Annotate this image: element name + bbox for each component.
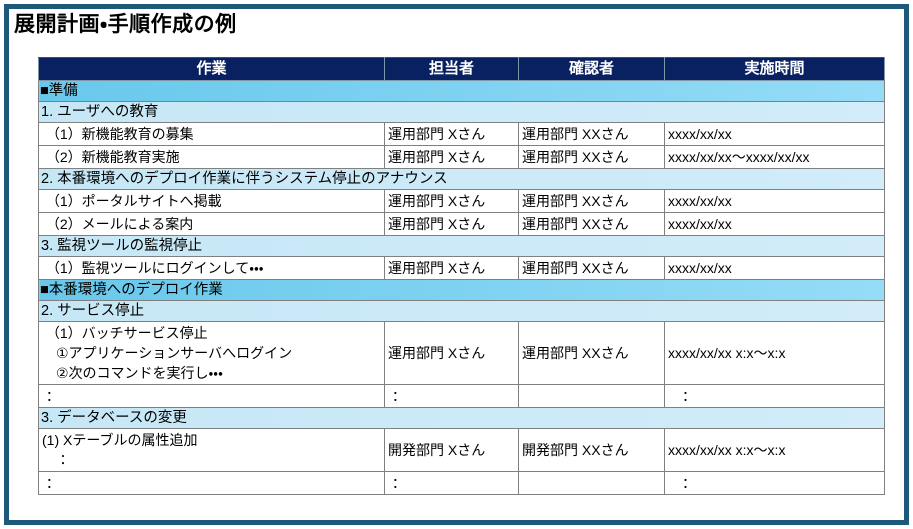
owner-cell: 運用部門 Xさん: [384, 122, 519, 146]
section-row: 1. ユーザへの教育: [38, 101, 885, 123]
time-cell: xxxx/xx/xx: [664, 256, 885, 280]
section-title-cell: ■本番環境へのデプロイ作業: [38, 279, 885, 301]
checker-cell: 運用部門 XXさん: [518, 122, 665, 146]
time-cell: xxxx/xx/xx～xxxx/xx/xx: [664, 145, 885, 169]
task-row: (1) Xテーブルの属性追加 ：開発部門 Xさん 開発部門 XXさん xxxx/xx…: [38, 428, 885, 472]
task-row: （1）バッチサービス停止 ①アプリケーションサーバへログイン ②次のコマンドを実…: [38, 321, 885, 385]
owner-cell: 運用部門 Xさん: [384, 321, 519, 385]
table-body: ■準備 1. ユーザへの教育 （1）新機能教育の募集 運用部門 Xさん 運用部門 XX…: [38, 80, 885, 495]
page-title: 展開計画・手順作成の例: [14, 13, 237, 36]
col-header-work: 作業: [38, 57, 385, 81]
section-row: 2. サービス停止: [38, 300, 885, 322]
checker-cell: 開発部門 XXさん: [518, 428, 665, 472]
section-title-cell: ■準備: [38, 80, 885, 102]
section-row: 3. 監視ツールの監視停止: [38, 235, 885, 257]
section-row: 3. データベースの変更: [38, 407, 885, 429]
work-cell: ：: [38, 384, 385, 408]
time-cell: xxxx/xx/xx: [664, 122, 885, 146]
checker-cell: 運用部門 XXさん: [518, 189, 665, 213]
owner-cell: 運用部門 Xさん: [384, 256, 519, 280]
time-cell: ：: [664, 384, 885, 408]
work-cell: （2）新機能教育実施: [38, 145, 385, 169]
checker-cell: [518, 471, 665, 495]
task-row: ： ： ：: [38, 471, 885, 495]
owner-cell: 運用部門 Xさん: [384, 212, 519, 236]
task-row: （1）監視ツールにログインして・・・ 運用部門 Xさん 運用部門 XXさん xxxx/…: [38, 256, 885, 280]
owner-cell: 運用部門 Xさん: [384, 189, 519, 213]
work-cell: （1）監視ツールにログインして・・・: [38, 256, 385, 280]
section-row: ■本番環境へのデプロイ作業: [38, 279, 885, 301]
task-row: （2）新機能教育実施 運用部門 Xさん 運用部門 XXさん xxxx/xx/xx～xx…: [38, 145, 885, 169]
time-cell: xxxx/xx/xx x:x～x:x: [664, 428, 885, 472]
owner-cell: ：: [384, 384, 519, 408]
owner-cell: 開発部門 Xさん: [384, 428, 519, 472]
section-title-cell: 3. データベースの変更: [38, 407, 885, 429]
checker-cell: 運用部門 XXさん: [518, 145, 665, 169]
owner-cell: 運用部門 Xさん: [384, 145, 519, 169]
time-cell: ：: [664, 471, 885, 495]
col-header-checker: 確認者: [518, 57, 665, 81]
work-cell: （1）バッチサービス停止 ①アプリケーションサーバへログイン ②次のコマンドを実…: [38, 321, 385, 385]
time-cell: xxxx/xx/xx: [664, 212, 885, 236]
checker-cell: 運用部門 XXさん: [518, 212, 665, 236]
work-cell: （2）メールによる案内: [38, 212, 385, 236]
task-row: （1）ポータルサイトへ掲載 運用部門 Xさん 運用部門 XXさん xxxx/xx/xx: [38, 189, 885, 213]
section-title-cell: 1. ユーザへの教育: [38, 101, 885, 123]
section-row: ■準備: [38, 80, 885, 102]
work-cell: （1）ポータルサイトへ掲載: [38, 189, 385, 213]
deployment-plan-table: 作業 担当者 確認者 実施時間 ■準備 1. ユーザへの教育 （1）新機能教育の募集 運用…: [38, 57, 885, 495]
task-row: （1）新機能教育の募集 運用部門 Xさん 運用部門 XXさん xxxx/xx/xx: [38, 122, 885, 146]
checker-cell: 運用部門 XXさん: [518, 256, 665, 280]
task-row: ： ： ：: [38, 384, 885, 408]
owner-cell: ：: [384, 471, 519, 495]
section-title-cell: 3. 監視ツールの監視停止: [38, 235, 885, 257]
table-header-row: 作業 担当者 確認者 実施時間: [38, 57, 885, 81]
col-header-owner: 担当者: [384, 57, 519, 81]
work-cell: (1) Xテーブルの属性追加 ：: [38, 428, 385, 472]
time-cell: xxxx/xx/xx x:x～x:x: [664, 321, 885, 385]
col-header-time: 実施時間: [664, 57, 885, 81]
section-title-cell: 2. サービス停止: [38, 300, 885, 322]
checker-cell: 運用部門 XXさん: [518, 321, 665, 385]
section-title-cell: 2. 本番環境へのデプロイ作業に伴うシステム停止のアナウンス: [38, 168, 885, 190]
work-cell: （1）新機能教育の募集: [38, 122, 385, 146]
work-cell: ：: [38, 471, 385, 495]
checker-cell: [518, 384, 665, 408]
task-row: （2）メールによる案内 運用部門 Xさん 運用部門 XXさん xxxx/xx/xx: [38, 212, 885, 236]
section-row: 2. 本番環境へのデプロイ作業に伴うシステム停止のアナウンス: [38, 168, 885, 190]
time-cell: xxxx/xx/xx: [664, 189, 885, 213]
